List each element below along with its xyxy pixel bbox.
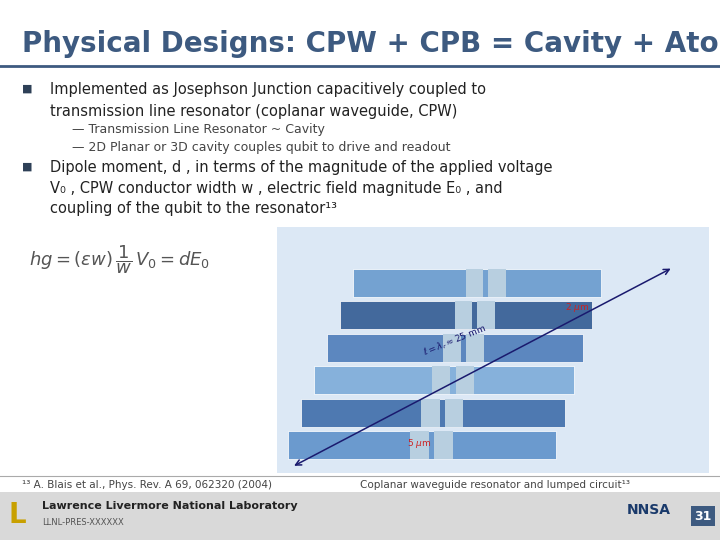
Bar: [353, 269, 601, 297]
Text: ■: ■: [22, 84, 32, 94]
Bar: [488, 269, 505, 297]
Text: $\ell = \lambda_r \approx 25\ \mathrm{mm}$: $\ell = \lambda_r \approx 25\ \mathrm{mm…: [421, 322, 488, 359]
Text: $5\ \mu\mathrm{m}$: $5\ \mu\mathrm{m}$: [407, 436, 431, 449]
Text: V₀ , CPW conductor width w , electric field magnitude E₀ , and: V₀ , CPW conductor width w , electric fi…: [50, 181, 503, 196]
Bar: [467, 334, 485, 362]
Bar: [477, 301, 495, 329]
Text: ■: ■: [22, 162, 32, 172]
Text: $2\ \mu\mathrm{m}$: $2\ \mu\mathrm{m}$: [565, 301, 590, 314]
Bar: [454, 301, 472, 329]
Bar: [277, 227, 709, 472]
Text: — Transmission Line Resonator ~ Cavity: — Transmission Line Resonator ~ Cavity: [72, 123, 325, 136]
Bar: [0, 492, 720, 540]
Bar: [288, 431, 556, 459]
Text: $hg = (\epsilon w)\,\dfrac{1}{w}\,V_0 = dE_0$: $hg = (\epsilon w)\,\dfrac{1}{w}\,V_0 = …: [29, 243, 210, 275]
Text: 31: 31: [694, 510, 711, 523]
Bar: [434, 431, 453, 459]
Text: L: L: [9, 501, 26, 529]
Text: Implemented as Josephson Junction capacitively coupled to
transmission line reso: Implemented as Josephson Junction capaci…: [50, 82, 487, 119]
Text: Dipole moment, d , in terms of the magnitude of the applied voltage: Dipole moment, d , in terms of the magni…: [50, 160, 553, 176]
Bar: [444, 334, 462, 362]
Text: ¹³ A. Blais et al., Phys. Rev. A 69, 062320 (2004): ¹³ A. Blais et al., Phys. Rev. A 69, 062…: [22, 480, 271, 490]
Bar: [466, 269, 483, 297]
Bar: [410, 431, 428, 459]
Text: coupling of the qubit to the resonator¹³: coupling of the qubit to the resonator¹³: [50, 201, 338, 217]
Bar: [340, 301, 592, 329]
Bar: [432, 366, 451, 394]
Text: — 2D Planar or 3D cavity couples qubit to drive and readout: — 2D Planar or 3D cavity couples qubit t…: [72, 141, 451, 154]
Text: Physical Designs: CPW + CPB = Cavity + Atom: Physical Designs: CPW + CPB = Cavity + A…: [22, 30, 720, 58]
Text: Coplanar waveguide resonator and lumped circuit¹³: Coplanar waveguide resonator and lumped …: [360, 480, 630, 490]
Bar: [421, 399, 439, 427]
Bar: [445, 399, 463, 427]
Text: Lawrence Livermore National Laboratory: Lawrence Livermore National Laboratory: [42, 501, 297, 511]
Bar: [301, 399, 565, 427]
Bar: [327, 334, 583, 362]
Text: LLNL-PRES-XXXXXX: LLNL-PRES-XXXXXX: [42, 518, 124, 528]
Bar: [456, 366, 474, 394]
Bar: [314, 366, 574, 394]
Text: NNSA: NNSA: [626, 503, 670, 517]
